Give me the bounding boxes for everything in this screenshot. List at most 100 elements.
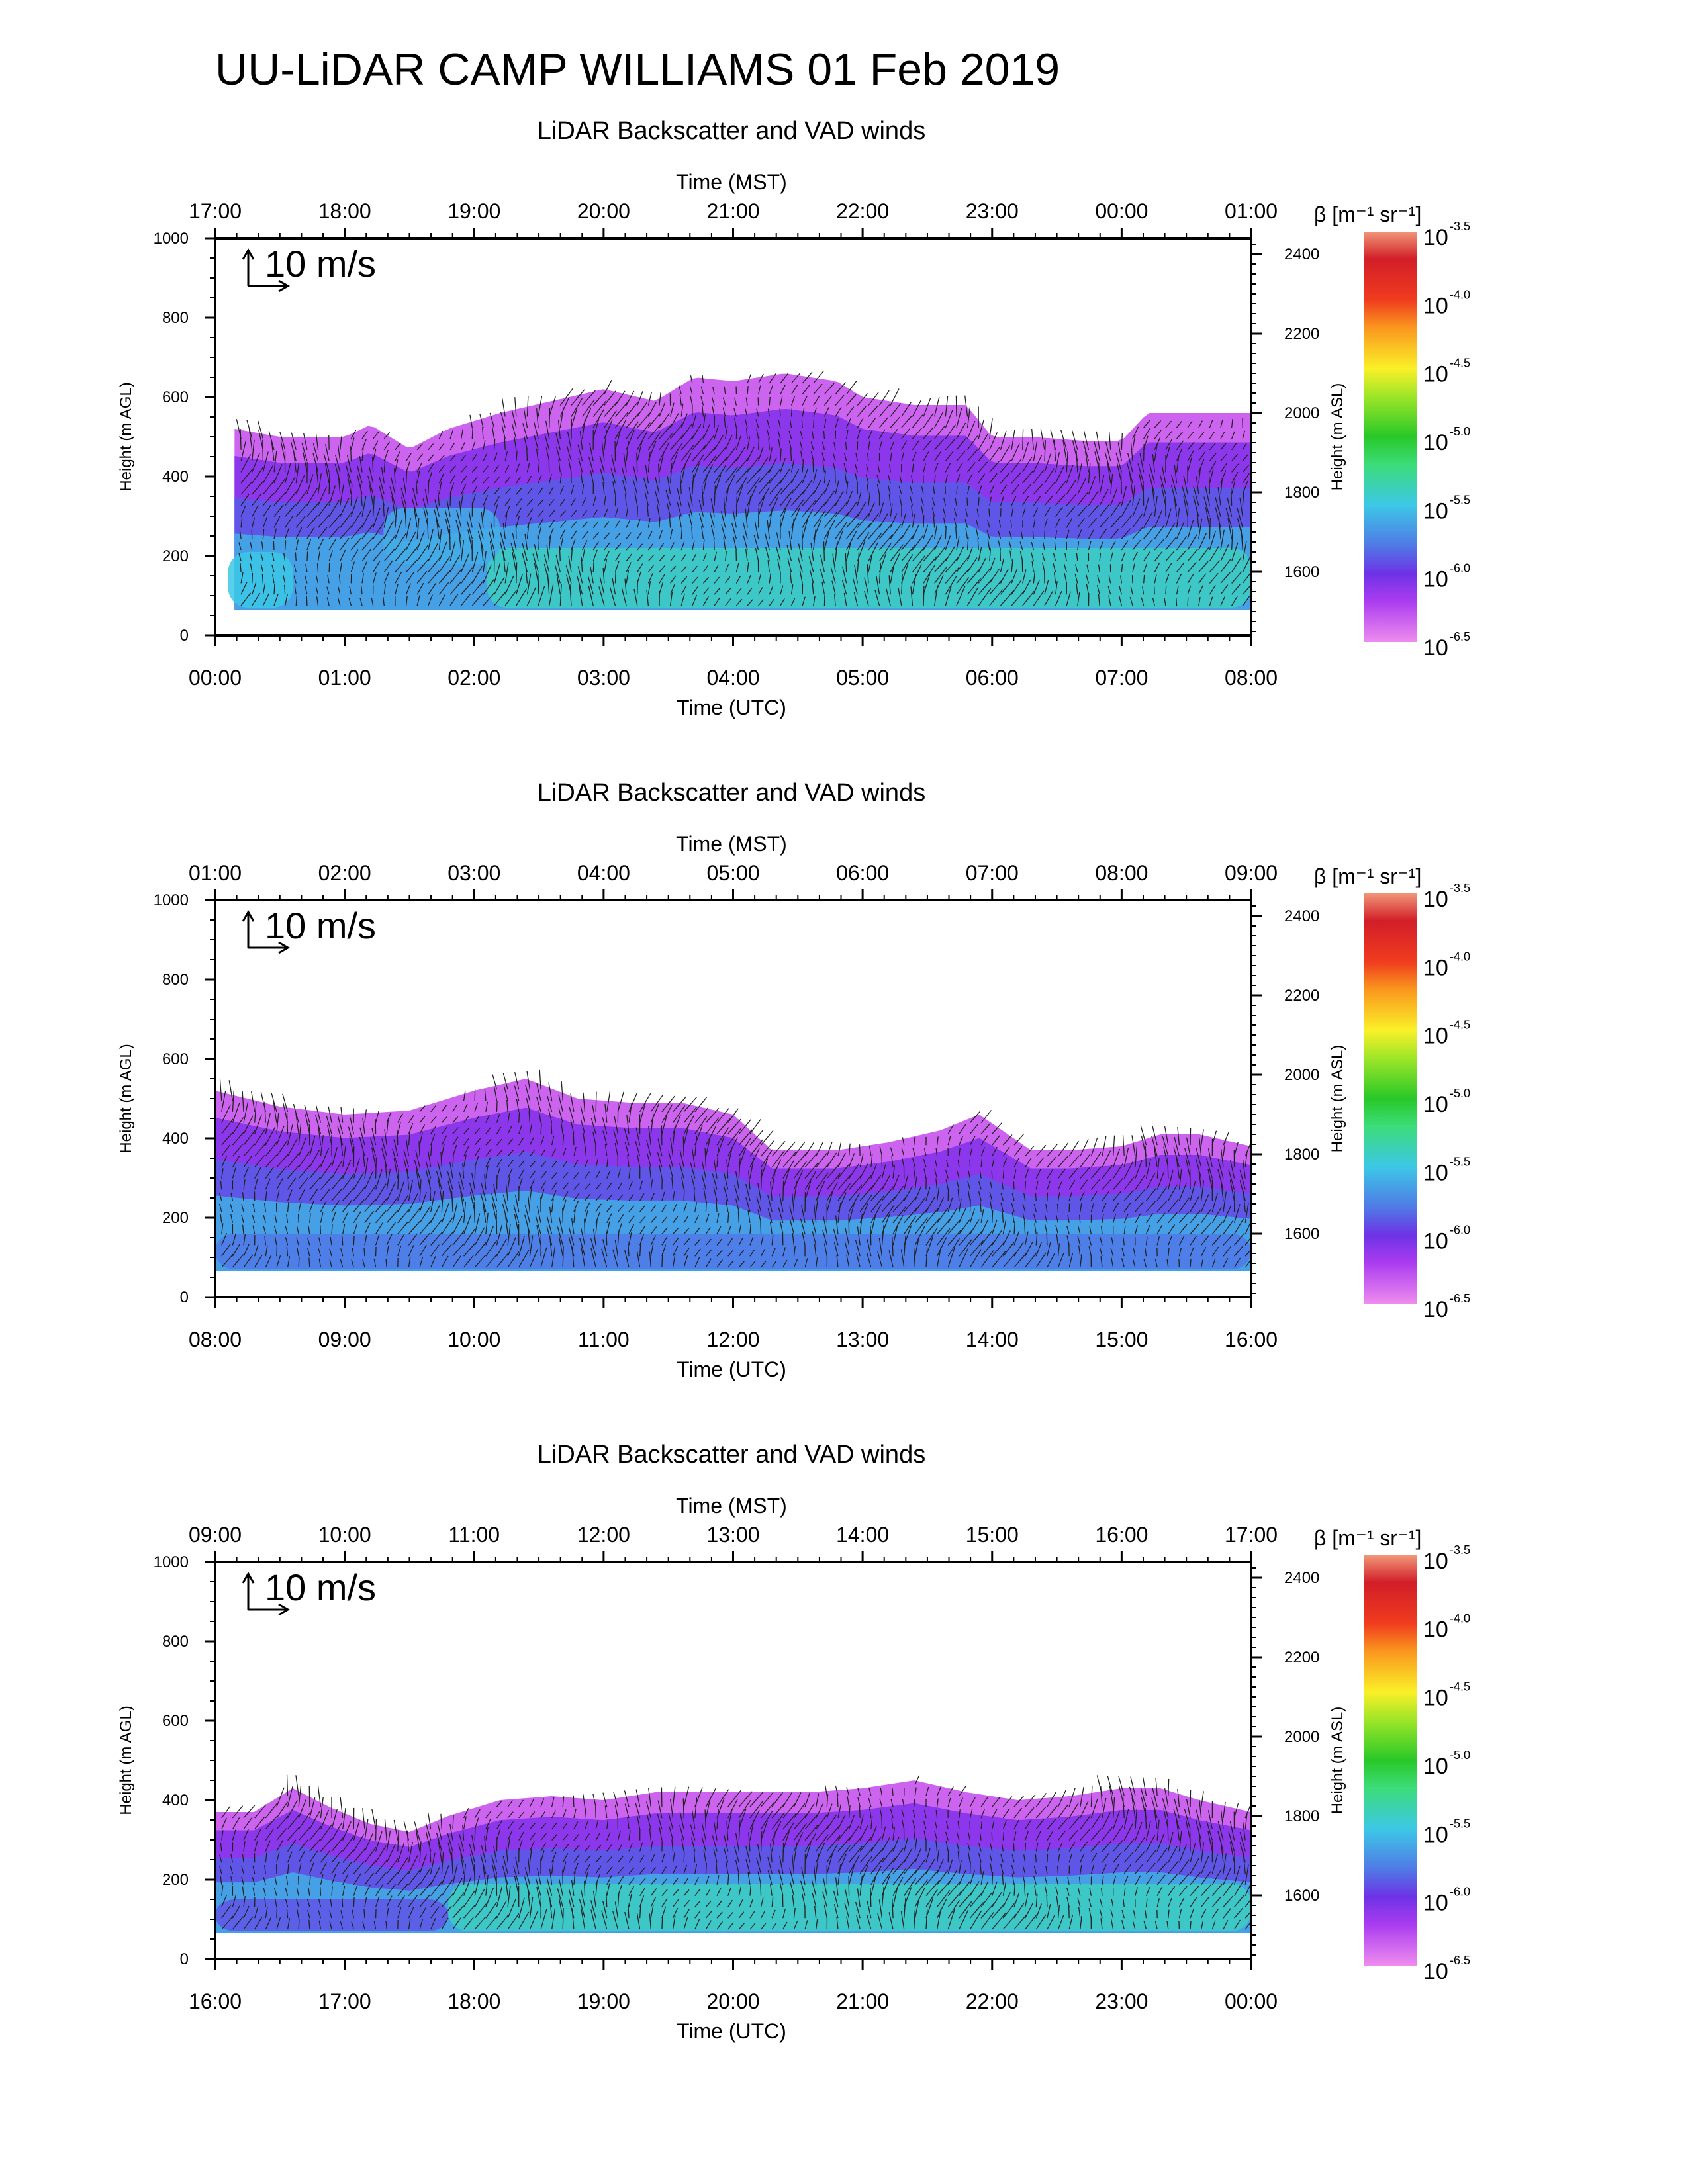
wind-arrow	[617, 1194, 624, 1201]
wind-arrow	[804, 1792, 810, 1807]
wind-arrow	[602, 482, 605, 495]
wind-arrow	[868, 1807, 872, 1819]
wind-arrow	[672, 1916, 676, 1930]
wind-arrow	[274, 1236, 277, 1246]
wind-arrow	[980, 1123, 991, 1134]
wind-arrow	[789, 571, 792, 584]
wind-arrow	[1035, 1854, 1037, 1863]
wind-arrow	[1096, 1775, 1103, 1796]
wind-arrow	[320, 1850, 331, 1863]
wind-arrow	[496, 1820, 502, 1830]
wind-arrow	[826, 1803, 833, 1819]
wind-arrow	[802, 371, 813, 384]
wind-arrow	[276, 1917, 281, 1930]
wind-arrow	[241, 1876, 244, 1885]
wind-arrow	[645, 465, 649, 484]
y-right-tick-label: 1800	[1284, 484, 1319, 502]
wind-arrow	[489, 412, 495, 428]
wind-arrow	[562, 1191, 569, 1201]
wind-arrow	[1233, 1866, 1241, 1885]
wind-arrow	[220, 1843, 222, 1852]
wind-arrow	[375, 1111, 379, 1123]
wind-arrow	[979, 1832, 982, 1841]
wind-arrow	[240, 592, 252, 606]
wind-arrow	[848, 1143, 851, 1157]
wind-arrow	[846, 1916, 850, 1930]
wind-arrow	[628, 1181, 633, 1190]
wind-arrow	[804, 1171, 817, 1190]
wind-arrow	[582, 531, 588, 539]
wind-arrow	[1162, 1798, 1169, 1819]
wind-arrow	[1107, 462, 1111, 484]
wind-arrow	[733, 408, 737, 417]
wind-arrow	[732, 510, 737, 528]
wind-arrow	[727, 1887, 731, 1896]
x-tick-label: 22:00	[966, 1989, 1019, 2013]
wind-arrow	[943, 517, 946, 528]
wind-arrow	[904, 1175, 908, 1190]
wind-arrow	[516, 574, 523, 595]
wind-arrow	[318, 1237, 322, 1246]
wind-arrow	[1186, 1799, 1191, 1819]
wind-arrow	[955, 527, 957, 539]
wind-arrow	[760, 1897, 764, 1907]
wind-arrow	[813, 383, 823, 395]
wind-arrow	[1100, 1256, 1103, 1268]
wind-arrow	[548, 1082, 553, 1101]
wind-arrow	[1211, 1206, 1222, 1224]
colorbar-label: β [m⁻¹ sr⁻¹]	[1314, 203, 1421, 226]
y-right-tick-label: 2400	[1284, 246, 1319, 263]
wind-arrow	[1067, 1214, 1070, 1223]
wind-arrow	[526, 449, 528, 461]
wind-arrow	[793, 1259, 798, 1268]
wind-arrow	[452, 1144, 457, 1157]
wind-arrow	[1090, 1152, 1102, 1168]
wind-arrow	[580, 1106, 586, 1123]
wind-arrow	[964, 519, 968, 528]
wind-arrow	[1078, 1245, 1081, 1257]
wind-arrow	[342, 1199, 353, 1212]
wind-arrow	[649, 1166, 651, 1179]
wind-arrow	[461, 454, 467, 461]
wind-arrow	[481, 1844, 487, 1863]
wind-arrow	[583, 1092, 586, 1112]
wind-arrow	[923, 1810, 927, 1819]
wind-arrow	[496, 1811, 503, 1819]
wind-arrow	[461, 593, 471, 606]
wind-arrow	[624, 1142, 630, 1157]
wind-arrow	[514, 437, 517, 450]
wind-arrow	[451, 1191, 453, 1212]
wind-arrow	[363, 1909, 365, 1919]
wind-arrow	[925, 1880, 940, 1897]
wind-arrow	[1022, 1203, 1026, 1212]
wind-arrow	[956, 557, 968, 572]
wind-arrow	[881, 1847, 894, 1863]
wind-arrow	[782, 1822, 795, 1841]
wind-arrow	[579, 431, 583, 450]
wind-arrow	[780, 396, 783, 406]
wind-arrow	[976, 529, 979, 539]
wind-arrow	[816, 1803, 824, 1819]
wind-arrow	[1094, 441, 1100, 461]
wind-arrow	[727, 1212, 729, 1223]
wind-arrow	[507, 1237, 516, 1257]
wind-arrow	[364, 1210, 374, 1224]
wind-arrow	[1022, 496, 1029, 506]
wind-arrow	[584, 1146, 586, 1157]
wind-arrow	[1077, 477, 1087, 495]
wind-arrow	[1068, 1167, 1078, 1179]
wind-arrow	[340, 1910, 344, 1919]
wind-arrow	[1211, 1234, 1221, 1246]
wind-arrow	[890, 1147, 894, 1157]
wind-arrow	[934, 463, 939, 473]
wind-arrow	[434, 499, 440, 517]
wind-arrow	[791, 372, 801, 384]
wind-arrow	[788, 531, 792, 551]
wind-arrow	[361, 537, 374, 551]
y-tick-label: 400	[162, 468, 189, 486]
wind-arrow	[1055, 480, 1066, 495]
wind-arrow	[340, 1259, 344, 1268]
wind-arrow	[904, 1878, 916, 1896]
wind-arrow	[308, 1124, 310, 1146]
wind-arrow	[471, 465, 478, 473]
